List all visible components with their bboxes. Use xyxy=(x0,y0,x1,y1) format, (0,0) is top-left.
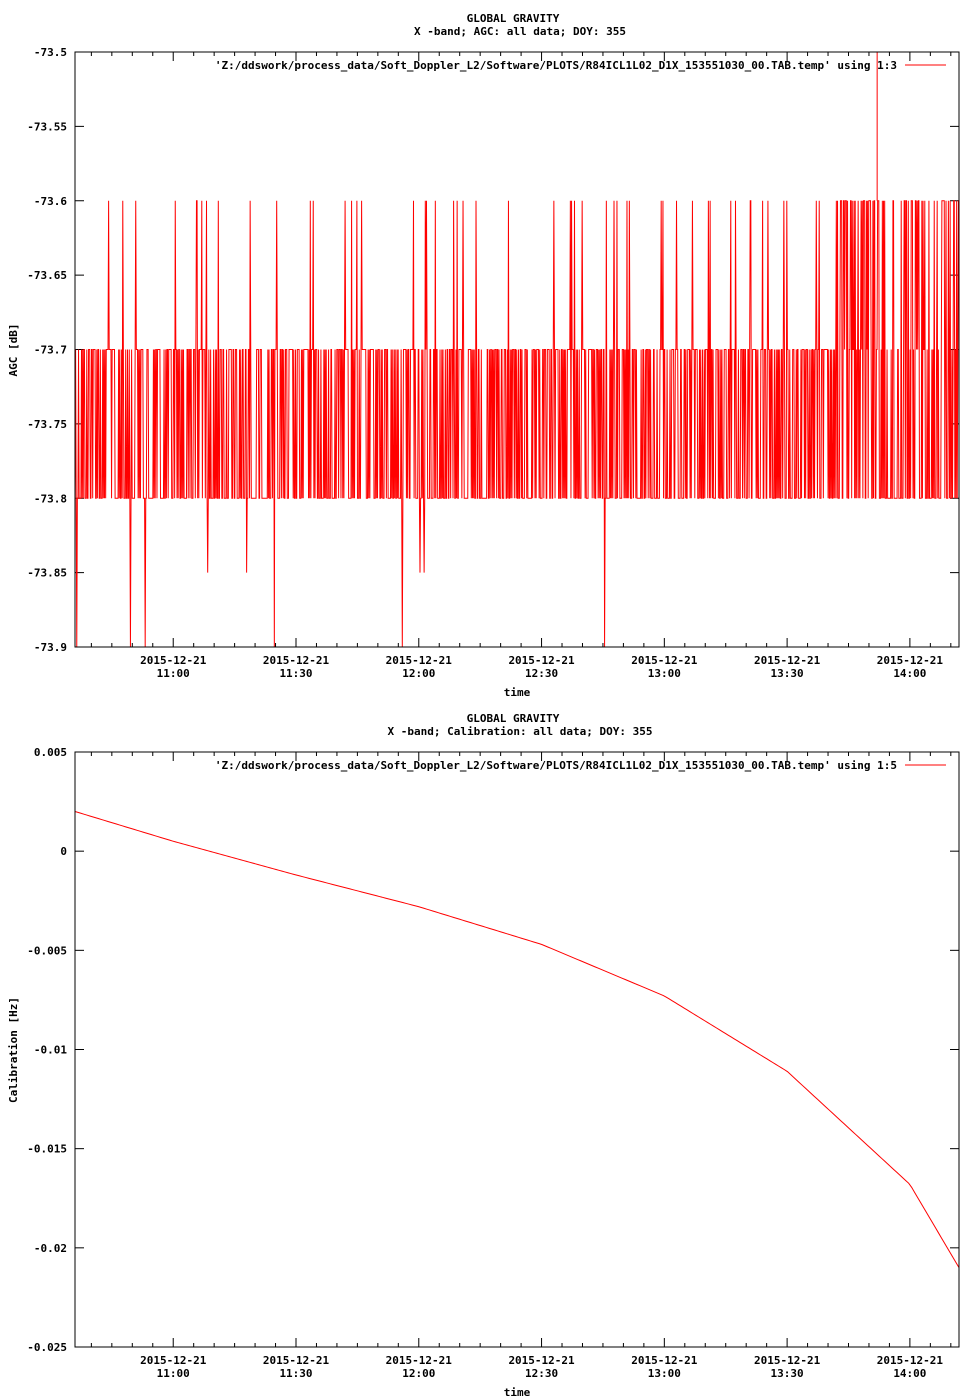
calibration-y-tick-label: -0.01 xyxy=(34,1044,67,1057)
agc-x-tick-time: 13:30 xyxy=(771,667,804,680)
agc-y-tick-label: -73.8 xyxy=(34,492,67,505)
calibration-x-tick-time: 14:00 xyxy=(893,1367,926,1380)
agc-y-axis-label: AGC [dB] xyxy=(7,324,20,377)
calibration-plot-area: 0.005 0 -0.005 -0.01 -0.015 -0.02 -0.025 2015-1… xyxy=(27,746,960,1380)
calibration-y-tick-label: -0.015 xyxy=(27,1143,67,1156)
agc-series-line xyxy=(74,200,959,648)
calibration-x-tick-date: 2015-12-21 xyxy=(140,1354,207,1367)
agc-x-tick-time: 13:00 xyxy=(648,667,681,680)
calibration-chart: GLOBAL GRAVITY X -band; Calibration: all… xyxy=(7,712,960,1399)
agc-x-tick-date: 2015-12-21 xyxy=(386,654,453,667)
agc-plot-area: -73.5 -73.55 -73.6 -73.65 -73.7 -73.75 -73.8 -7… xyxy=(27,46,960,680)
calibration-x-tick-time: 11:00 xyxy=(157,1367,190,1380)
agc-y-tick-label: -73.6 xyxy=(34,195,67,208)
agc-x-tick-date: 2015-12-21 xyxy=(508,654,575,667)
calibration-plot-frame xyxy=(74,751,960,1348)
agc-x-tick-date: 2015-12-21 xyxy=(754,654,821,667)
agc-y-tick-label: -73.7 xyxy=(34,344,67,357)
agc-y-tick-label: -73.5 xyxy=(34,46,67,59)
agc-x-tick-date: 2015-12-21 xyxy=(263,654,330,667)
calibration-x-tick-time: 13:30 xyxy=(771,1367,804,1380)
calibration-x-tick-time: 12:30 xyxy=(525,1367,558,1380)
calibration-legend-label: 'Z:/ddswork/process_data/Soft_Doppler_L2… xyxy=(215,759,897,772)
calibration-x-tick-date: 2015-12-21 xyxy=(386,1354,453,1367)
calibration-x-axis-label: time xyxy=(504,1386,531,1399)
calibration-chart-title: GLOBAL GRAVITY xyxy=(467,712,560,725)
agc-x-tick-time: 12:30 xyxy=(525,667,558,680)
agc-x-tick-time: 14:00 xyxy=(893,667,926,680)
agc-x-axis-label: time xyxy=(504,686,531,699)
calibration-x-tick-date: 2015-12-21 xyxy=(754,1354,821,1367)
agc-x-tick-date: 2015-12-21 xyxy=(140,654,207,667)
agc-x-tick-date: 2015-12-21 xyxy=(631,654,698,667)
calibration-x-tick-time: 13:00 xyxy=(648,1367,681,1380)
agc-y-tick-label: -73.65 xyxy=(27,269,67,282)
agc-y-tick-label: -73.75 xyxy=(27,418,67,431)
agc-plot-frame xyxy=(74,51,960,648)
calibration-y-axis-label: Calibration [Hz] xyxy=(7,997,20,1103)
agc-x-tick-date: 2015-12-21 xyxy=(877,654,944,667)
agc-y-tick-label: -73.55 xyxy=(27,120,67,133)
calibration-x-tick-time: 11:30 xyxy=(279,1367,312,1380)
calibration-y-tick-label: 0 xyxy=(60,845,67,858)
calibration-x-tick-time: 12:00 xyxy=(402,1367,435,1380)
agc-x-tick-time: 11:30 xyxy=(279,667,312,680)
calibration-y-tick-label: -0.005 xyxy=(27,944,67,957)
calibration-x-tick-date: 2015-12-21 xyxy=(508,1354,575,1367)
calibration-series-line xyxy=(74,811,960,1268)
agc-y-tick-label: -73.9 xyxy=(34,641,67,654)
calibration-x-tick-date: 2015-12-21 xyxy=(877,1354,944,1367)
agc-chart: GLOBAL GRAVITY X -band; AGC: all data; D… xyxy=(7,12,960,699)
agc-legend-label: 'Z:/ddswork/process_data/Soft_Doppler_L2… xyxy=(215,59,897,72)
agc-x-tick-time: 12:00 xyxy=(402,667,435,680)
calibration-x-tick-date: 2015-12-21 xyxy=(263,1354,330,1367)
agc-chart-title: GLOBAL GRAVITY xyxy=(467,12,560,25)
calibration-y-tick-label: -0.02 xyxy=(34,1242,67,1255)
calibration-x-tick-date: 2015-12-21 xyxy=(631,1354,698,1367)
agc-chart-subtitle: X -band; AGC: all data; DOY: 355 xyxy=(414,25,626,38)
calibration-y-tick-label: -0.025 xyxy=(27,1341,67,1354)
calibration-chart-subtitle: X -band; Calibration: all data; DOY: 355 xyxy=(388,725,653,738)
agc-x-tick-time: 11:00 xyxy=(157,667,190,680)
calibration-y-tick-label: 0.005 xyxy=(34,746,67,759)
agc-y-tick-label: -73.85 xyxy=(27,567,67,580)
